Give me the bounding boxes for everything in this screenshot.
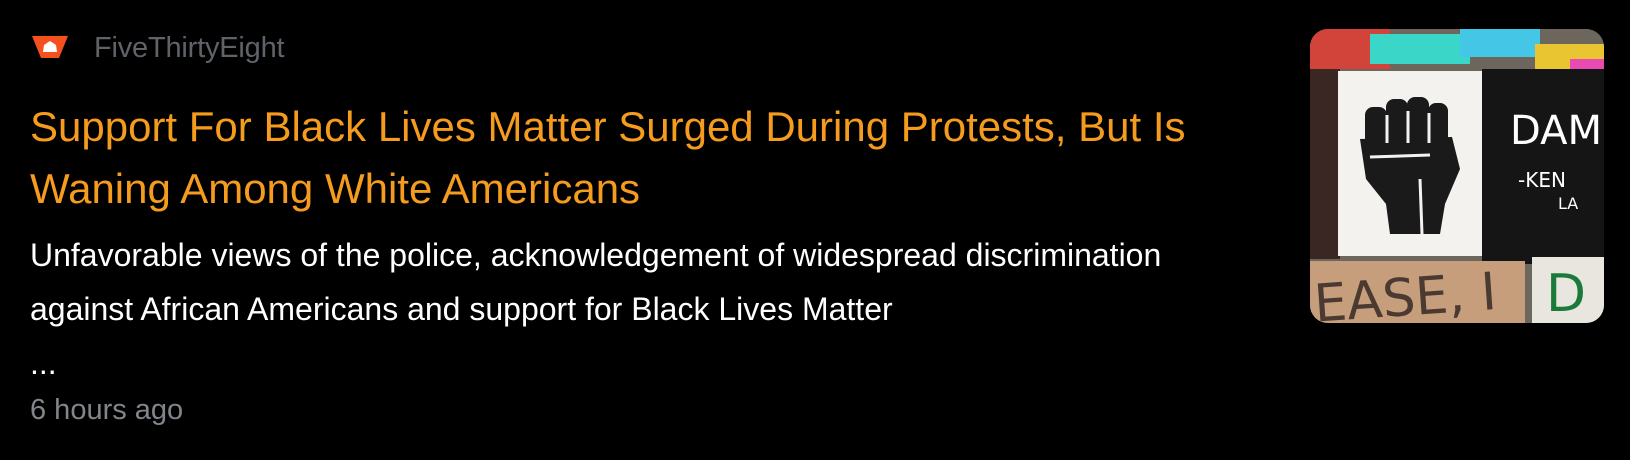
thumbnail-image: DAM -KEN LA EASE, I D	[1310, 29, 1604, 323]
sign-text-dam: DAM	[1510, 108, 1602, 154]
source-row: FiveThirtyEight	[30, 28, 285, 68]
source-name: FiveThirtyEight	[94, 31, 285, 64]
article-timestamp: 6 hours ago	[30, 394, 184, 426]
snippet-ellipsis: ...	[30, 345, 57, 381]
sign-text-ease: EASE, I	[1312, 262, 1498, 323]
sign-text-d: D	[1546, 264, 1586, 323]
article-headline-link[interactable]: Support For Black Lives Matter Surged Du…	[30, 103, 1186, 212]
article-snippet: Unfavorable views of the police, acknowl…	[30, 228, 1260, 390]
snippet-text: Unfavorable views of the police, acknowl…	[30, 237, 1162, 327]
sign-text-la: LA	[1558, 194, 1578, 213]
article-thumbnail[interactable]: DAM -KEN LA EASE, I D	[1310, 29, 1604, 323]
fivethirtyeight-logo-icon	[30, 34, 70, 62]
sign-text-ken: -KEN	[1518, 168, 1566, 192]
